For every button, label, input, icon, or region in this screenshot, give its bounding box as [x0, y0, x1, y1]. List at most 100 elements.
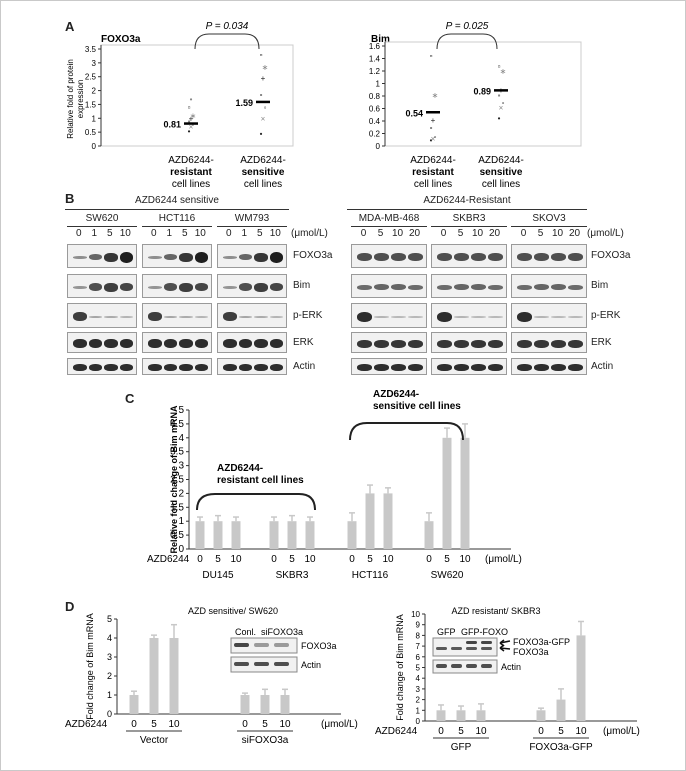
inset-blot-foxo3a	[230, 637, 298, 654]
blot-band	[73, 255, 87, 259]
blot-band	[148, 364, 162, 371]
y-tick-label: 3.5	[170, 447, 184, 458]
blot-band	[223, 255, 237, 259]
inset-label: Actin	[301, 660, 321, 670]
concentration-label: 5	[537, 228, 544, 239]
blot-band	[179, 315, 193, 318]
group-label: HCT116	[352, 570, 389, 581]
sensitive-antibody-label: Bim	[293, 280, 311, 291]
blot-band	[194, 364, 208, 371]
blot-band	[568, 253, 583, 261]
y-tick-label: 4	[107, 633, 112, 643]
bar	[424, 521, 434, 549]
blot-bim	[511, 274, 587, 298]
blot-foxo3a	[511, 244, 587, 268]
blot-band	[488, 284, 503, 290]
y-tick-label: 1	[92, 114, 97, 123]
blot-p-erk	[511, 303, 587, 328]
inset-band	[234, 643, 249, 647]
concentration-label: 0	[225, 228, 232, 239]
bar	[305, 521, 315, 549]
blot-band	[391, 339, 406, 348]
bar	[460, 437, 470, 549]
mean-label: 0.89	[473, 86, 491, 96]
inset-band	[466, 641, 477, 644]
blot-band	[119, 339, 133, 348]
bar	[231, 521, 241, 549]
y-tick-label: 1	[178, 516, 184, 527]
concentration-label: 10	[475, 726, 487, 737]
data-point: ∗	[500, 67, 507, 76]
y-tick-label: 2	[107, 671, 112, 681]
blot-bim	[142, 274, 212, 298]
blot-band	[104, 339, 118, 348]
y-tick-label: 0.2	[369, 130, 381, 139]
blot-band	[119, 251, 133, 263]
cell-line-rule	[511, 226, 587, 227]
y-tick-label: 0	[107, 709, 112, 719]
inset-blot-actin	[432, 659, 498, 674]
mean-label: 0.81	[163, 120, 181, 130]
bar	[536, 710, 546, 721]
concentration-label: 5	[458, 726, 464, 737]
y-axis-label: Relative fold change of Bim mRNA	[169, 405, 179, 554]
blot-foxo3a	[351, 244, 427, 268]
blot-band	[471, 253, 486, 261]
y-tick-label: 0.6	[369, 105, 381, 114]
blot-band	[357, 339, 372, 348]
blot-band	[223, 364, 237, 371]
blot-band	[269, 364, 283, 371]
bar	[213, 521, 223, 549]
cell-line-rule	[217, 226, 287, 227]
blot-band	[357, 364, 372, 371]
blot-band	[269, 315, 283, 318]
inset-lane-label: GFP-FOXO	[461, 627, 508, 637]
inset-band	[436, 664, 447, 668]
resistant-antibody-label: Bim	[591, 280, 609, 291]
y-tick-label: 1.6	[369, 42, 381, 51]
data-point: ▪	[430, 123, 433, 132]
blot-foxo3a	[217, 244, 287, 268]
concentration-label: 20	[568, 228, 581, 239]
blot-band	[148, 312, 162, 321]
group-label-line3: cell lines	[172, 179, 210, 190]
y-tick-label: 5	[178, 405, 184, 416]
concentration-label: 5	[262, 719, 268, 730]
blot-band	[357, 311, 372, 322]
blot-band	[568, 364, 583, 371]
panel-a-scatter-charts: FOXO3a 0 0.5 1 1.5 2 2.5 3 3.5 Relative fold of p…	[66, 21, 582, 190]
data-point: ×	[189, 123, 194, 132]
blot-band	[488, 253, 503, 261]
blot-band	[437, 284, 452, 290]
resistant-antibody-label: Actin	[591, 360, 614, 372]
blot-band	[454, 339, 469, 348]
blot-band	[408, 364, 423, 371]
y-axis-label: Relative fold of protein	[66, 59, 75, 139]
group-label-line1: AZD6244-	[478, 155, 524, 166]
blot-foxo3a	[431, 244, 507, 268]
blot-band	[88, 364, 102, 371]
sensitive-bracket	[349, 422, 464, 441]
concentration-label: 0	[440, 228, 447, 239]
panel-b-western-blots: AZD6244 sensitive AZD6244-Resistant SW62…	[1, 191, 686, 381]
concentration-label: 10	[279, 719, 291, 730]
y-tick-label: 10	[411, 610, 420, 619]
bar	[195, 521, 205, 549]
blot-foxo3a	[142, 244, 212, 268]
blot-band	[104, 252, 118, 262]
blot-band	[568, 339, 583, 348]
bar	[456, 710, 466, 721]
treatment-label: AZD6244	[65, 719, 108, 730]
concentration-label: 10	[459, 554, 471, 565]
data-point: +	[261, 74, 266, 83]
y-tick-label: 5	[416, 664, 421, 673]
y-tick-label: 4	[178, 433, 184, 444]
concentration-label: 5	[289, 554, 295, 565]
right-chart-title: AZD resistant/ SKBR3	[451, 606, 540, 616]
blot-band	[223, 285, 237, 289]
concentration-label: 5	[367, 554, 373, 565]
data-point: ▫	[498, 62, 501, 71]
group-label-line2: resistant	[170, 167, 212, 178]
